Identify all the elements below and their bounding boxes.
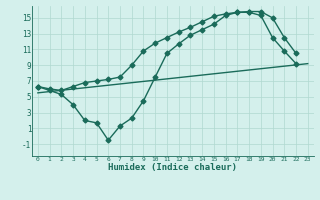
X-axis label: Humidex (Indice chaleur): Humidex (Indice chaleur) [108, 163, 237, 172]
